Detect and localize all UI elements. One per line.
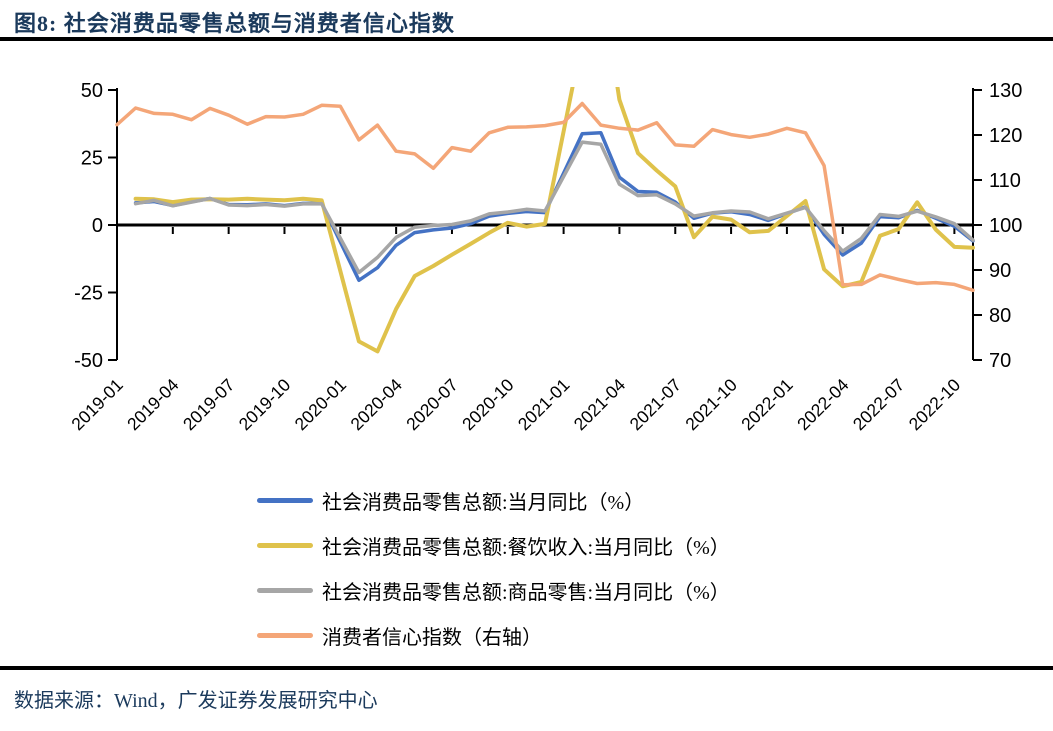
legend-item-consumer-confidence: 消费者信心指数（右轴）: [257, 613, 730, 658]
right-axis-tick-label: 70: [989, 350, 1011, 372]
left-axis-tick-label: 50: [81, 80, 103, 102]
chart-legend: 社会消费品零售总额:当月同比（%） 社会消费品零售总额:餐饮收入:当月同比（%）…: [257, 478, 730, 658]
legend-swatch-consumer-confidence: [257, 633, 313, 638]
series-lines: [115, 87, 975, 354]
legend-label-goods-retail: 社会消费品零售总额:商品零售:当月同比（%）: [322, 582, 730, 604]
legend-label-retail-total: 社会消费品零售总额:当月同比（%）: [322, 492, 645, 514]
x-axis-tick-label: 2022-10: [905, 375, 965, 435]
right-axis-tick-label: 130: [989, 80, 1022, 102]
title-divider: [0, 37, 1053, 41]
legend-swatch-catering: [257, 543, 313, 548]
series-line-3: [115, 101, 975, 293]
legend-swatch-goods-retail: [257, 588, 313, 593]
line-chart-plot: 50250-25-501301201101009080702019-012019…: [67, 80, 1022, 435]
x-axis-tick-label: 2020-01: [291, 375, 351, 435]
right-axis-tick-label: 110: [989, 170, 1021, 192]
x-axis-tick-label: 2021-04: [570, 375, 630, 435]
x-axis-tick-label: 2019-04: [123, 375, 183, 435]
x-axis-tick-label: 2019-01: [67, 375, 127, 435]
x-axis-tick-label: 2021-07: [626, 375, 686, 435]
x-axis-tick-label: 2021-01: [514, 375, 574, 435]
left-axis-tick-label: -50: [74, 350, 103, 372]
x-axis-tick-label: 2022-07: [849, 375, 909, 435]
legend-item-retail-total: 社会消费品零售总额:当月同比（%）: [257, 478, 730, 523]
chart-title: 图8: 社会消费品零售总额与消费者信心指数: [14, 11, 455, 36]
x-axis-tick-label: 2020-10: [458, 375, 518, 435]
x-axis-tick-label: 2022-04: [793, 375, 853, 435]
x-axis-tick-label: 2019-10: [235, 375, 295, 435]
series-line-2: [133, 140, 975, 275]
legend-item-catering: 社会消费品零售总额:餐饮收入:当月同比（%）: [257, 523, 730, 568]
series-line-1: [133, 87, 975, 354]
footer-divider: [0, 666, 1053, 670]
legend-label-catering: 社会消费品零售总额:餐饮收入:当月同比（%）: [322, 537, 730, 559]
x-axis-tick-label: 2021-10: [681, 375, 741, 435]
data-source: 数据来源：Wind，广发证券发展研究中心: [14, 690, 378, 712]
x-axis-tick-label: 2020-04: [346, 375, 406, 435]
legend-swatch-retail-total: [257, 498, 313, 503]
right-axis-tick-label: 80: [989, 305, 1011, 327]
left-axis-tick-label: -25: [74, 283, 103, 305]
right-axis-tick-label: 120: [989, 125, 1022, 147]
left-axis-tick-label: 0: [92, 215, 103, 237]
left-axis-tick-label: 25: [81, 148, 103, 170]
x-axis-tick-label: 2020-07: [402, 375, 462, 435]
legend-item-goods-retail: 社会消费品零售总额:商品零售:当月同比（%）: [257, 568, 730, 613]
legend-label-consumer-confidence: 消费者信心指数（右轴）: [322, 627, 542, 649]
right-axis-tick-label: 100: [989, 215, 1022, 237]
right-axis-tick-label: 90: [989, 260, 1011, 282]
x-axis-tick-label: 2019-07: [179, 375, 239, 435]
x-axis-tick-label: 2022-01: [737, 375, 797, 435]
